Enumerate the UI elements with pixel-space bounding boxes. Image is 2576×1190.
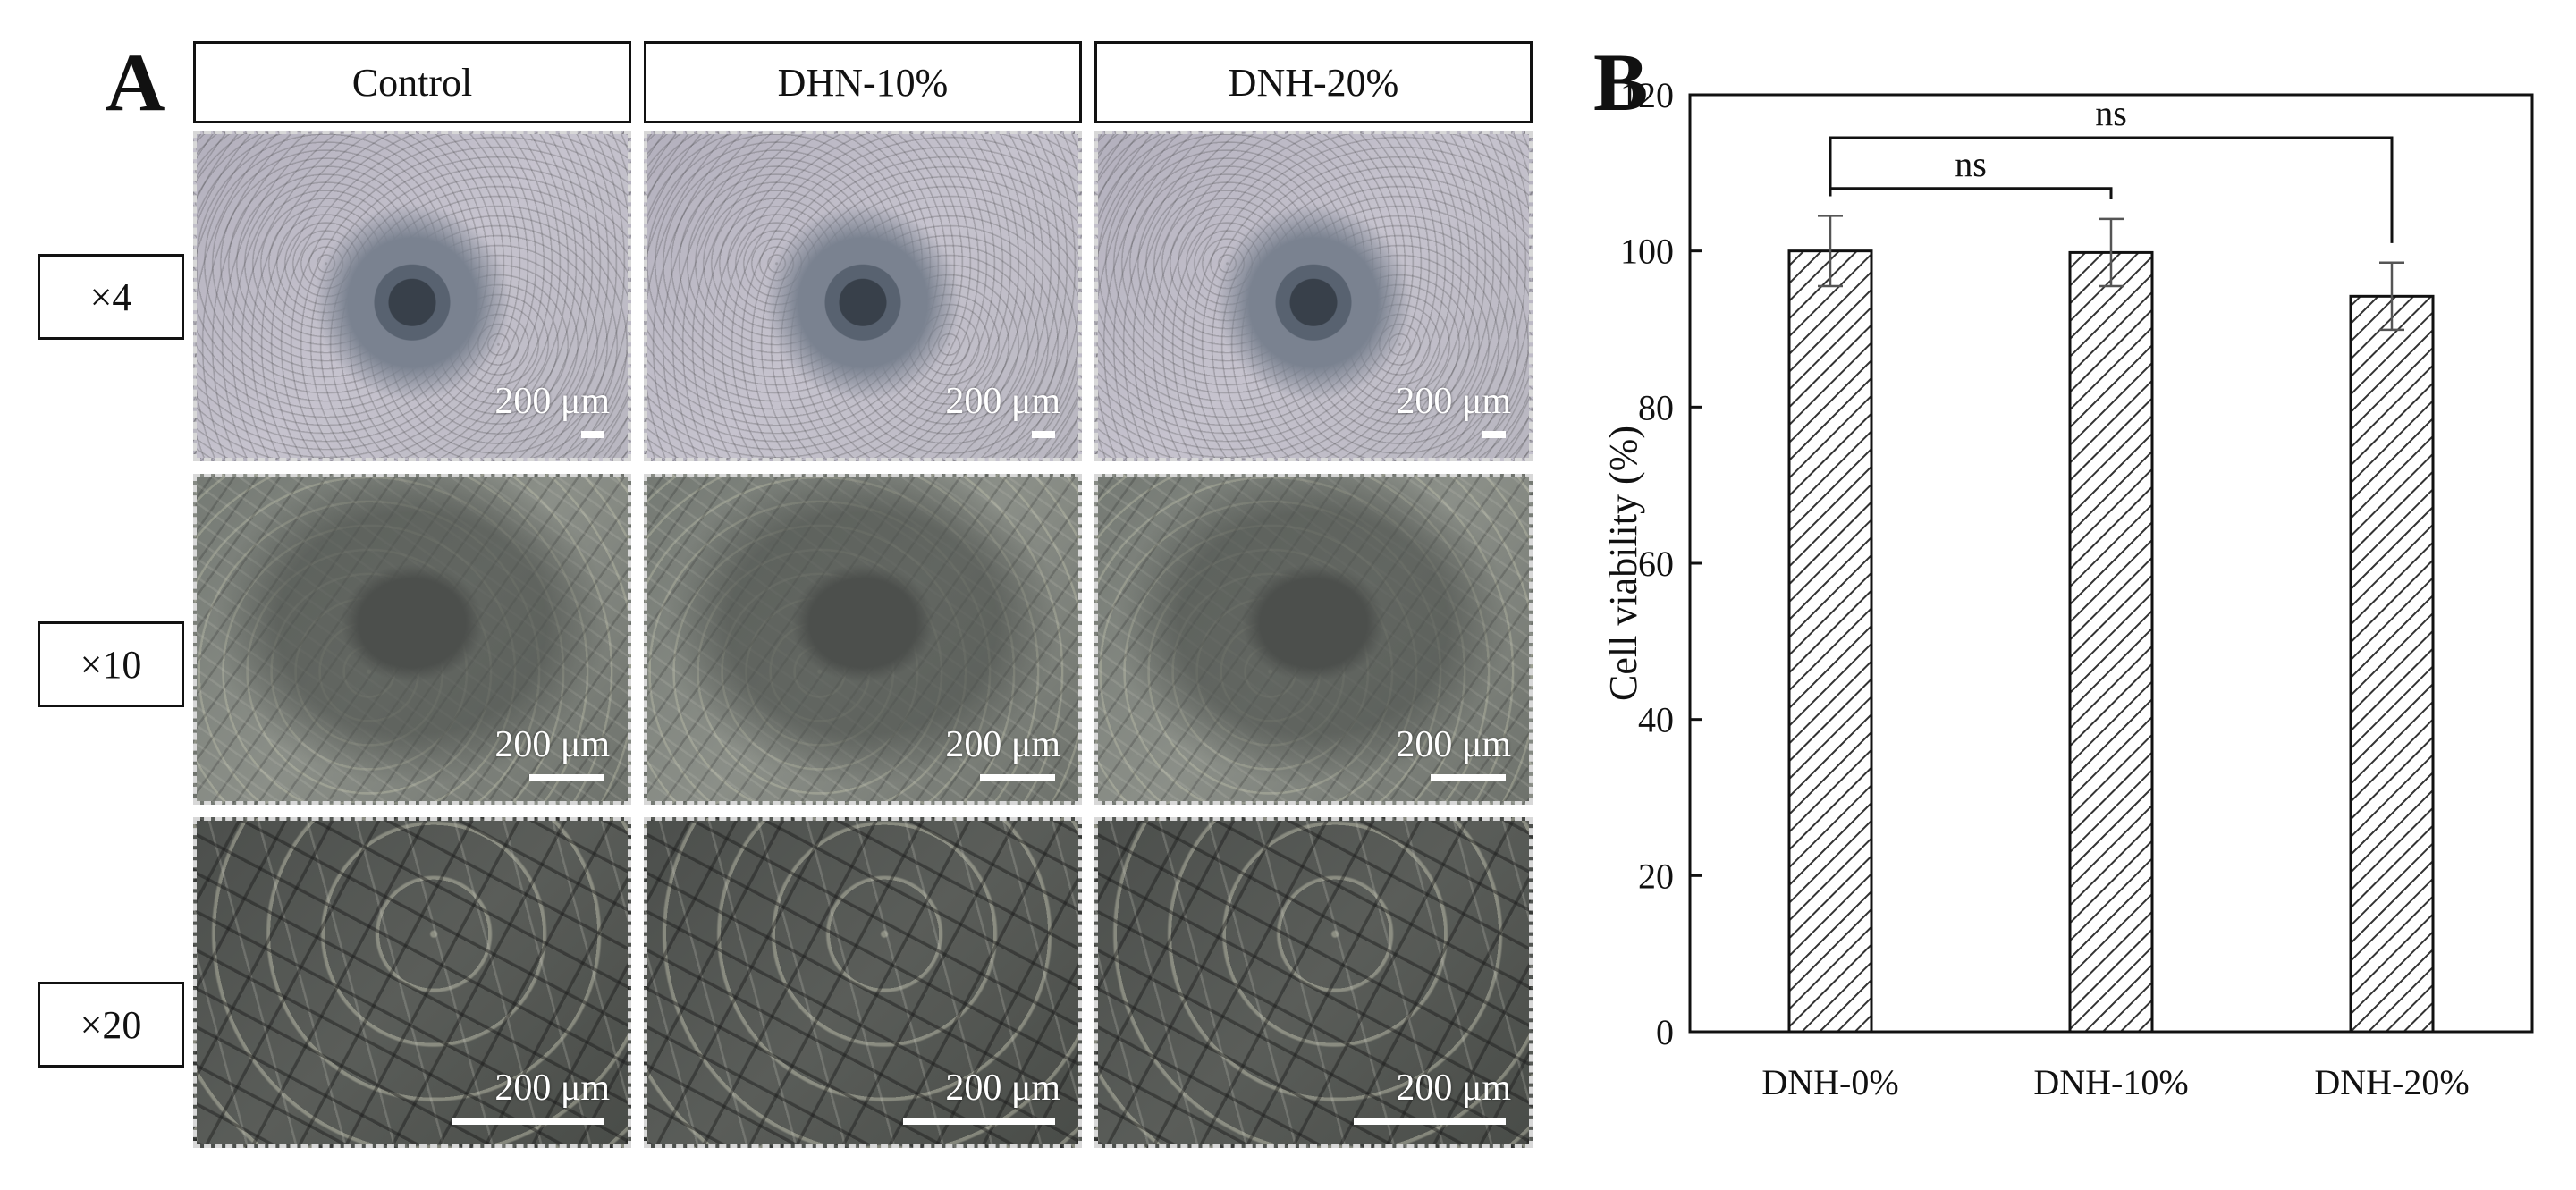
- y-tick-label: 40: [1638, 700, 1674, 740]
- micrograph-dhn10-x4: 200 μm: [644, 131, 1082, 461]
- significance-label: ns: [2095, 93, 2127, 133]
- scale-bar: [1482, 431, 1506, 438]
- column-header-control: Control: [193, 41, 631, 123]
- significance-bracket: [1829, 187, 2113, 200]
- micrograph-dnh20-x4: 200 μm: [1094, 131, 1533, 461]
- micrograph-dhn10-x20: 200 μm: [644, 817, 1082, 1148]
- row-label-x10: ×10: [38, 621, 184, 707]
- scale-bar-label: 200 μm: [945, 1068, 1060, 1109]
- column-header-dnh-20: DNH-20%: [1094, 41, 1533, 123]
- y-tick-label: 100: [1620, 232, 1674, 272]
- y-tick-label: 80: [1638, 387, 1674, 427]
- scale-bar: [980, 774, 1055, 781]
- scale-bar-label: 200 μm: [1396, 1068, 1511, 1109]
- significance-label: ns: [1955, 144, 1987, 184]
- scale-bar: [452, 1118, 604, 1125]
- scale-bar: [1354, 1118, 1506, 1125]
- x-tick-label: DNH-10%: [2033, 1062, 2188, 1102]
- micrograph-dnh20-x10: 200 μm: [1094, 474, 1533, 805]
- bar-dnh-20-: [2349, 294, 2435, 1034]
- micrograph-control-x4: 200 μm: [193, 131, 631, 461]
- significance-bracket: [1829, 136, 2394, 243]
- scale-bar: [1032, 431, 1055, 438]
- scale-bar-label: 200 μm: [494, 381, 610, 422]
- scale-bar-label: 200 μm: [945, 724, 1060, 765]
- y-tick-label: 20: [1638, 856, 1674, 896]
- row-label-x4: ×4: [38, 254, 184, 340]
- y-tick-label: 120: [1620, 75, 1674, 115]
- column-header-dhn-10: DHN-10%: [644, 41, 1082, 123]
- scale-bar-label: 200 μm: [494, 1068, 610, 1109]
- x-tick-label: DNH-20%: [2314, 1062, 2469, 1102]
- scale-bar-label: 200 μm: [494, 724, 610, 765]
- bar-dnh-10-: [2068, 250, 2154, 1034]
- panel-a-letter: A: [106, 37, 165, 128]
- bar-dnh-0-: [1787, 249, 1873, 1034]
- scale-bar: [903, 1118, 1055, 1125]
- row-label-x20: ×20: [38, 982, 184, 1068]
- micrograph-dhn10-x10: 200 μm: [644, 474, 1082, 805]
- scale-bar: [529, 774, 604, 781]
- y-axis-title: Cell viability (%): [1601, 426, 1645, 701]
- scale-bar-label: 200 μm: [945, 381, 1060, 422]
- scale-bar-label: 200 μm: [1396, 381, 1511, 422]
- micrograph-dnh20-x20: 200 μm: [1094, 817, 1533, 1148]
- y-tick-label: 0: [1656, 1012, 1674, 1052]
- scale-bar: [581, 431, 604, 438]
- panel-b-letter: B: [1593, 37, 1649, 128]
- x-tick-label: DNH-0%: [1761, 1062, 1898, 1102]
- scale-bar: [1431, 774, 1506, 781]
- y-tick-label: 60: [1638, 544, 1674, 584]
- scale-bar-label: 200 μm: [1396, 724, 1511, 765]
- micrograph-control-x20: 200 μm: [193, 817, 631, 1148]
- micrograph-control-x10: 200 μm: [193, 474, 631, 805]
